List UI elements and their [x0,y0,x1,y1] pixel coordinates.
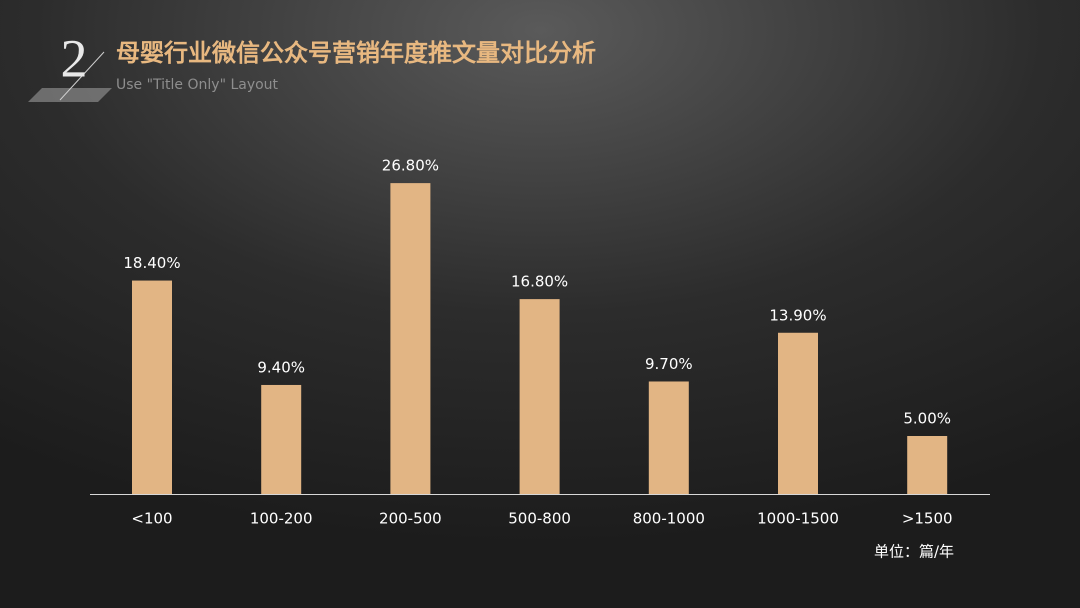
x-tick-label: 1000-1500 [757,510,839,528]
x-tick-label: 200-500 [379,510,442,528]
x-tick-label: >1500 [902,510,953,528]
bar [907,436,948,494]
value-label: 9.70% [645,355,693,373]
x-tick-label: 800-1000 [633,510,705,528]
value-label: 26.80% [382,157,439,175]
subtitle: Use "Title Only" Layout [116,77,279,93]
bar [390,183,431,494]
x-tick-label: 100-200 [250,510,313,528]
logo-line [59,51,105,101]
bar [648,381,689,494]
bar [261,384,302,494]
chart-title: 母婴行业微信公众号营销年度推文量对比分析 [116,39,596,67]
slide-number: 2 [61,28,88,88]
bar [132,280,172,494]
value-label: 9.40% [257,358,305,376]
unit-note: 单位：篇/年 [874,543,954,561]
bar [778,332,818,494]
bar [519,299,560,494]
logo-shape [28,88,112,102]
value-label: 13.90% [769,306,826,324]
value-label: 16.80% [511,273,568,291]
x-tick-label: 500-800 [508,510,571,528]
value-label: 5.00% [903,410,951,428]
value-label: 18.40% [123,254,180,272]
x-tick-label: <100 [131,510,172,528]
